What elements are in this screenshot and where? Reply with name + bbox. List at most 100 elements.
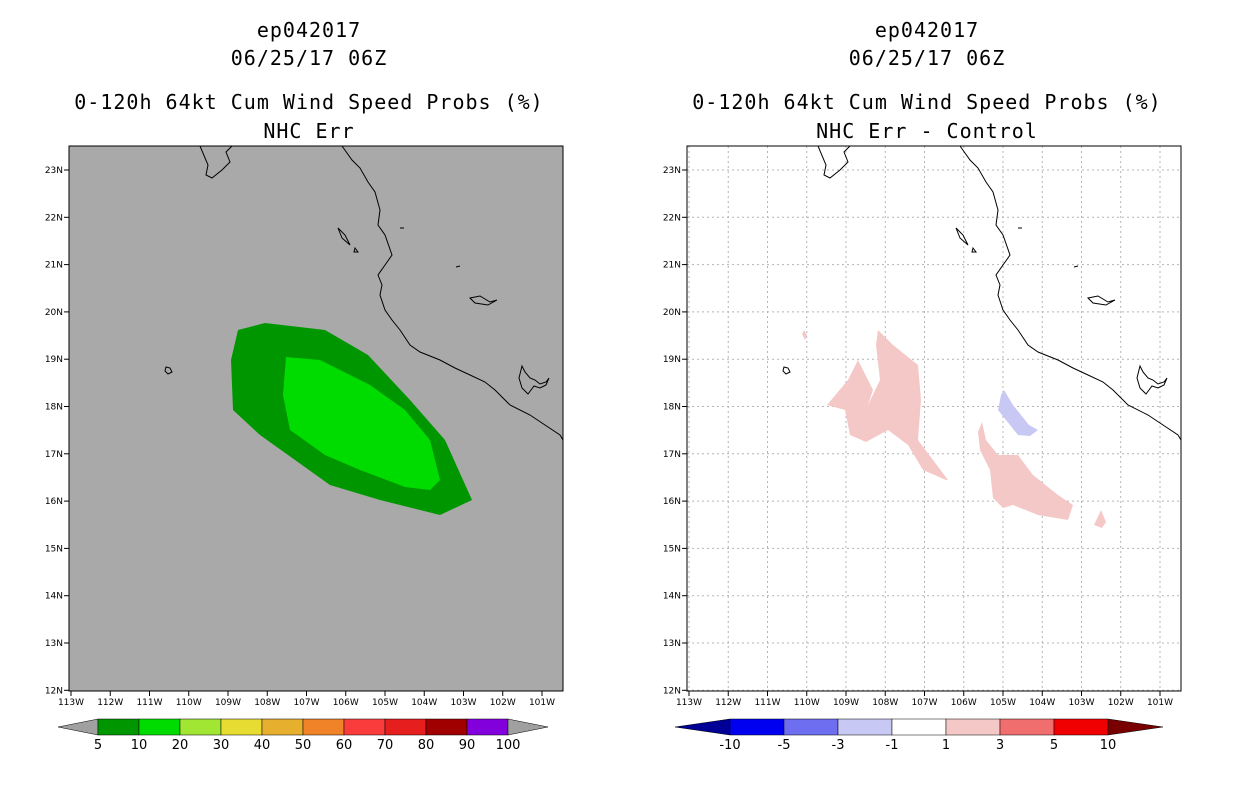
lon-tick-label: 110W (794, 698, 820, 708)
left-map-panel: ep042017 06/25/17 06Z 0-120h 64kt Cum Wi… (45, 18, 564, 753)
right-gridlines (687, 146, 1181, 691)
colorbar-box (384, 718, 427, 736)
right-title-date: 06/25/17 06Z (848, 46, 1006, 70)
lon-tick-label: 113W (676, 698, 702, 708)
lon-tick-label: 108W (872, 698, 898, 708)
colorbar-label: -3 (832, 738, 845, 753)
colorbar-label: -10 (719, 738, 740, 753)
colorbar-box (999, 718, 1055, 736)
right-diff-area-a (802, 330, 807, 340)
lon-tick-label: 111W (136, 698, 162, 708)
lon-tick-label: 102W (1108, 698, 1134, 708)
right-diff-area-d (1094, 510, 1106, 528)
left-colorbar: 5 10 20 30 40 50 60 70 80 90 100 (57, 718, 549, 753)
right-lat-ticks: 23N 22N 21N 20N 19N 18N 17N 16N 15N 14N 13N 12N (663, 166, 687, 696)
right-map-svg: 23N 22N 21N 20N 19N 18N 17N 16N 15N 14N 13N 12N 113… (663, 145, 1182, 753)
colorbar-low-triangle (57, 718, 99, 736)
lon-tick-label: 108W (254, 698, 280, 708)
colorbar-box (261, 718, 304, 736)
lon-tick-label: 110W (176, 698, 202, 708)
left-lon-ticks: 113W 112W 111W 110W 109W 108W 107W 106W 105W 104W… (58, 691, 555, 708)
lat-tick-label: 17N (45, 450, 63, 460)
lon-tick-label: 104W (411, 698, 437, 708)
lon-tick-label: 106W (951, 698, 977, 708)
colorbar-label: 90 (459, 738, 476, 753)
colorbar-low-triangle (674, 718, 731, 736)
colorbar-box (425, 718, 468, 736)
colorbar-label: 30 (213, 738, 230, 753)
right-title-product: 0-120h 64kt Cum Wind Speed Probs (%) (692, 90, 1162, 114)
lat-tick-label: 14N (45, 592, 63, 602)
lat-tick-label: 12N (45, 686, 63, 696)
lat-tick-label: 18N (663, 403, 681, 413)
right-negative-diff-area (998, 390, 1038, 436)
colorbar-label: 40 (254, 738, 271, 753)
right-map-background (687, 146, 1181, 691)
lon-tick-label: 112W (715, 698, 741, 708)
lon-tick-label: 107W (911, 698, 937, 708)
colorbar-box (1053, 718, 1109, 736)
left-prob-10pct-area (283, 357, 440, 490)
colorbar-label: 100 (496, 738, 521, 753)
colorbar-box (343, 718, 386, 736)
lon-tick-label: 113W (58, 698, 84, 708)
lon-tick-label: 109W (833, 698, 859, 708)
colorbar-box (138, 718, 181, 736)
colorbar-box (729, 718, 785, 736)
colorbar-box (891, 718, 947, 736)
colorbar-box (302, 718, 345, 736)
lon-tick-label: 103W (450, 698, 476, 708)
colorbar-label: 1 (942, 738, 950, 753)
lat-tick-label: 19N (663, 355, 681, 365)
left-map-frame (68, 145, 564, 692)
lat-tick-label: 21N (45, 261, 63, 271)
left-map-svg: 23N 22N 21N 20N 19N 18N 17N 16N 15N 14N 13N 12N 113… (45, 145, 564, 753)
lat-tick-label: 20N (663, 308, 681, 318)
left-lat-ticks: 23N 22N 21N 20N 19N 18N 17N 16N 15N 14N 13N 12N (45, 166, 69, 696)
lon-tick-label: 111W (754, 698, 780, 708)
colorbar-label: -5 (778, 738, 791, 753)
right-coastline (782, 145, 1182, 441)
colorbar-label: -1 (886, 738, 899, 753)
colorbar-box (466, 718, 509, 736)
lat-tick-label: 19N (45, 355, 63, 365)
lon-tick-label: 105W (372, 698, 398, 708)
left-title-subtitle: NHC Err (263, 119, 355, 143)
colorbar-high-triangle (1107, 718, 1164, 736)
right-diff-area-c (978, 422, 1073, 520)
colorbar-box (97, 718, 140, 736)
lon-tick-label: 112W (97, 698, 123, 708)
colorbar-label: 60 (336, 738, 353, 753)
colorbar-high-triangle (507, 718, 549, 736)
lon-tick-label: 101W (529, 698, 555, 708)
lat-tick-label: 23N (45, 166, 63, 176)
lat-tick-label: 22N (45, 213, 63, 223)
lon-tick-label: 109W (215, 698, 241, 708)
colorbar-label: 5 (94, 738, 102, 753)
right-lon-ticks: 113W 112W 111W 110W 109W 108W 107W 106W 105W 104W… (676, 691, 1173, 708)
lat-tick-label: 13N (663, 639, 681, 649)
colorbar-label: 70 (377, 738, 394, 753)
colorbar-label: 10 (131, 738, 148, 753)
lon-tick-label: 106W (333, 698, 359, 708)
lon-tick-label: 102W (490, 698, 516, 708)
colorbar-box (837, 718, 893, 736)
colorbar-label: 3 (996, 738, 1004, 753)
lat-tick-label: 16N (663, 497, 681, 507)
lat-tick-label: 14N (663, 592, 681, 602)
colorbar-label: 80 (418, 738, 435, 753)
lat-tick-label: 12N (663, 686, 681, 696)
lon-tick-label: 105W (990, 698, 1016, 708)
left-coastline (164, 145, 564, 441)
colorbar-box (783, 718, 839, 736)
colorbar-box (179, 718, 222, 736)
lat-tick-label: 23N (663, 166, 681, 176)
lon-tick-label: 101W (1147, 698, 1173, 708)
colorbar-label: 10 (1100, 738, 1117, 753)
right-title-storm: ep042017 (874, 18, 980, 42)
colorbar-box (945, 718, 1001, 736)
lon-tick-label: 103W (1068, 698, 1094, 708)
lon-tick-label: 107W (293, 698, 319, 708)
lat-tick-label: 16N (45, 497, 63, 507)
right-map-panel: ep042017 06/25/17 06Z 0-120h 64kt Cum Wi… (618, 0, 1236, 800)
